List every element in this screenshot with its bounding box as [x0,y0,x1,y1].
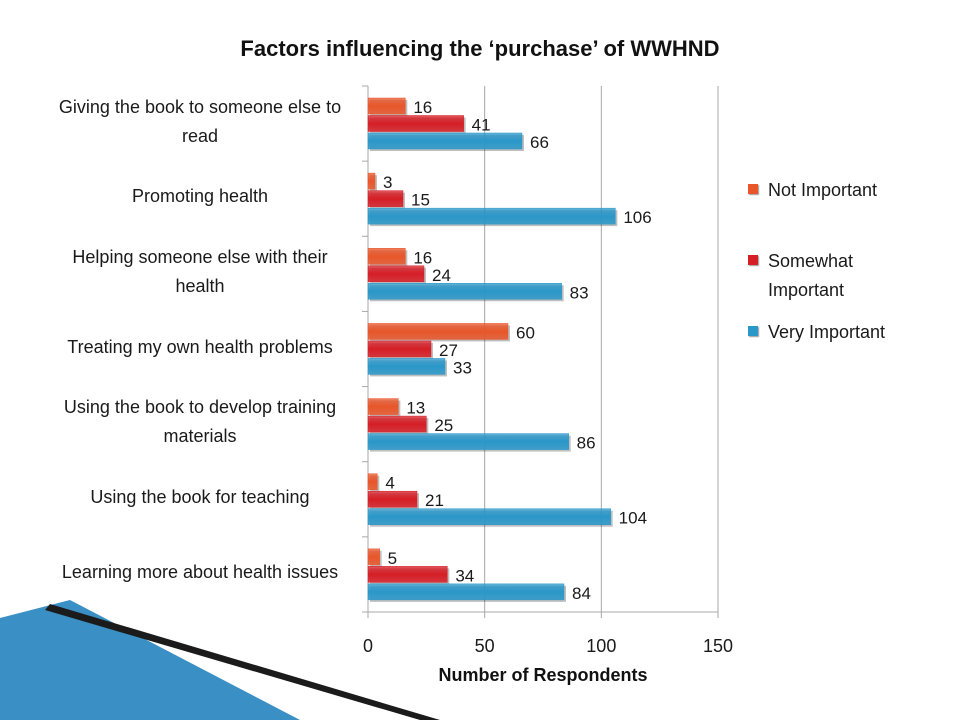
bar [367,207,616,225]
category-label: Learning more about health issues [61,561,339,582]
data-label: 15 [411,191,430,210]
bar [367,97,406,115]
data-label: 4 [385,474,394,493]
x-axis-title: Number of Respondents [438,665,648,685]
bar [367,115,464,132]
category-label: Promoting health [131,186,269,207]
bar [367,508,611,525]
data-label: 66 [530,133,549,152]
data-label: 83 [570,283,589,302]
data-label: 33 [453,358,472,377]
bar [367,283,562,300]
data-label: 24 [432,266,451,285]
data-label: 34 [455,566,474,585]
data-label: 104 [619,509,647,528]
decorative-swoosh [0,600,440,720]
legend-item-not-important: Not Important [748,176,948,205]
bar [367,583,565,601]
legend-swatch-somewhat-important [748,255,758,265]
data-label: 60 [516,323,535,342]
data-label: 3 [383,173,392,192]
legend-label: Not Important [768,180,878,200]
category-label: Using the book to develop training mater… [63,397,337,447]
data-label: 84 [572,584,591,603]
data-label: 5 [388,549,397,568]
legend-swatch-very-important [748,326,758,336]
legend-label: Very Important [768,322,886,342]
category-label: Treating my own health problems [67,336,333,357]
bar [367,190,404,207]
bar [367,566,448,583]
x-tick-label: 150 [703,636,733,656]
category-label: Helping someone else with their health [72,246,328,296]
bar [367,323,509,340]
legend-label: Somewhat Important [768,251,854,300]
bar [367,490,418,508]
data-label: 86 [577,434,596,453]
data-label: 41 [472,116,491,135]
data-label: 13 [406,399,425,418]
data-label: 106 [623,208,651,227]
chart-title: Factors influencing the ‘purchase’ of WW… [240,36,720,61]
legend: Not Important Somewhat Important Very Im… [748,176,948,347]
bar [367,265,425,283]
legend-item-very-important: Very Important [748,318,948,347]
bar [367,473,378,490]
data-label: 27 [439,341,458,360]
bar [367,340,432,358]
category-label: Using the book for teaching [90,486,310,507]
legend-item-somewhat-important: Somewhat Important [748,247,888,305]
bar [367,132,523,150]
bar [367,548,380,566]
bar [367,398,399,415]
data-label: 25 [434,416,453,435]
x-tick-label: 0 [363,636,373,656]
data-label: 16 [413,248,432,267]
bar [367,248,406,265]
bar [367,415,427,433]
data-label: 21 [425,491,444,510]
bar [367,358,446,375]
category-label: Giving the book to someone else to read [58,96,342,146]
x-tick-label: 50 [475,636,495,656]
deco-dark-stroke [45,604,440,720]
deco-blue-shape [0,600,300,720]
data-label: 16 [413,98,432,117]
x-tick-label: 100 [586,636,616,656]
legend-swatch-not-important [748,184,758,194]
bar [367,172,376,190]
bar [367,433,569,450]
